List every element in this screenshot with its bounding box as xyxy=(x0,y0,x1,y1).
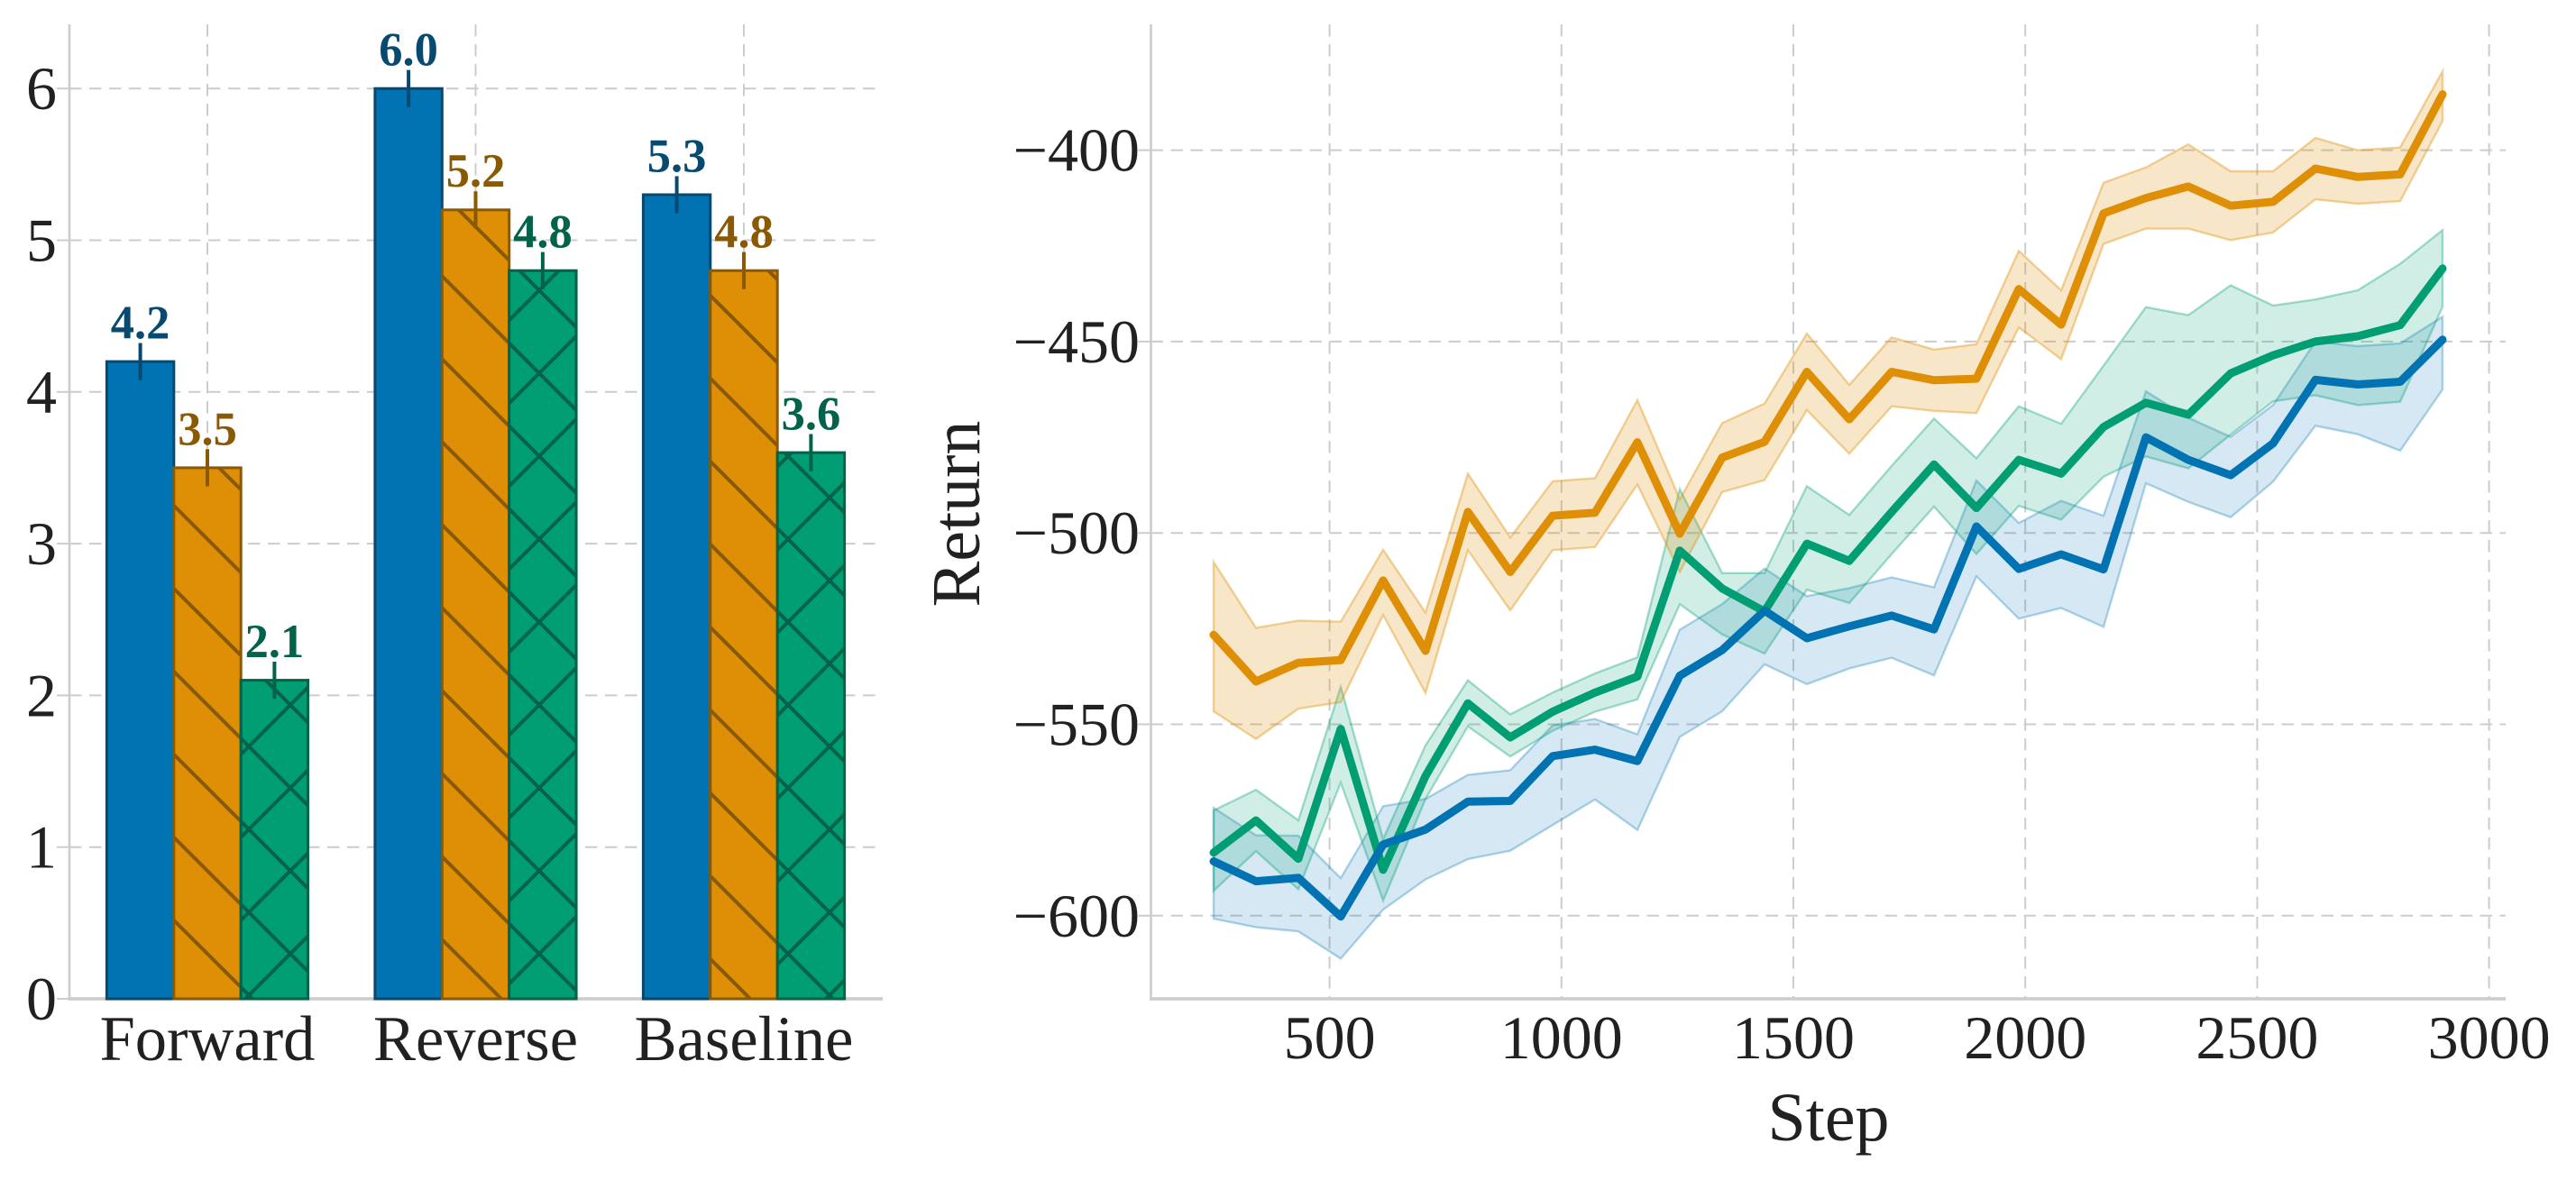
svg-text:3000: 3000 xyxy=(2428,1003,2551,1072)
svg-text:2000: 2000 xyxy=(1964,1003,2086,1072)
svg-text:−500: −500 xyxy=(1013,499,1140,567)
svg-text:2.1: 2.1 xyxy=(245,616,305,668)
svg-text:5: 5 xyxy=(26,206,57,275)
svg-text:2500: 2500 xyxy=(2196,1003,2318,1072)
svg-text:−450: −450 xyxy=(1013,307,1140,376)
svg-text:4.8: 4.8 xyxy=(714,206,774,259)
svg-text:3.5: 3.5 xyxy=(178,403,237,455)
svg-text:1500: 1500 xyxy=(1732,1003,1855,1072)
svg-text:3: 3 xyxy=(26,509,57,578)
svg-text:4.8: 4.8 xyxy=(513,206,573,259)
svg-text:Return: Return xyxy=(919,421,995,608)
svg-text:5.3: 5.3 xyxy=(647,130,707,182)
svg-text:−550: −550 xyxy=(1013,691,1140,759)
svg-text:5.2: 5.2 xyxy=(446,145,506,197)
svg-text:Baseline: Baseline xyxy=(635,1004,854,1075)
svg-text:2: 2 xyxy=(26,661,57,729)
svg-text:6: 6 xyxy=(26,54,57,123)
svg-text:0: 0 xyxy=(26,965,57,1033)
svg-text:Forward: Forward xyxy=(100,1004,316,1075)
svg-text:Reverse: Reverse xyxy=(373,1004,578,1075)
svg-text:6.0: 6.0 xyxy=(379,24,438,77)
svg-text:3.6: 3.6 xyxy=(782,389,841,441)
svg-text:Step: Step xyxy=(1767,1080,1889,1156)
svg-text:1: 1 xyxy=(26,813,57,882)
svg-text:1000: 1000 xyxy=(1500,1003,1623,1072)
svg-text:−600: −600 xyxy=(1013,882,1140,950)
svg-text:500: 500 xyxy=(1284,1003,1376,1072)
svg-text:−400: −400 xyxy=(1013,116,1140,185)
svg-text:4.2: 4.2 xyxy=(111,297,170,350)
svg-text:4: 4 xyxy=(26,358,57,426)
